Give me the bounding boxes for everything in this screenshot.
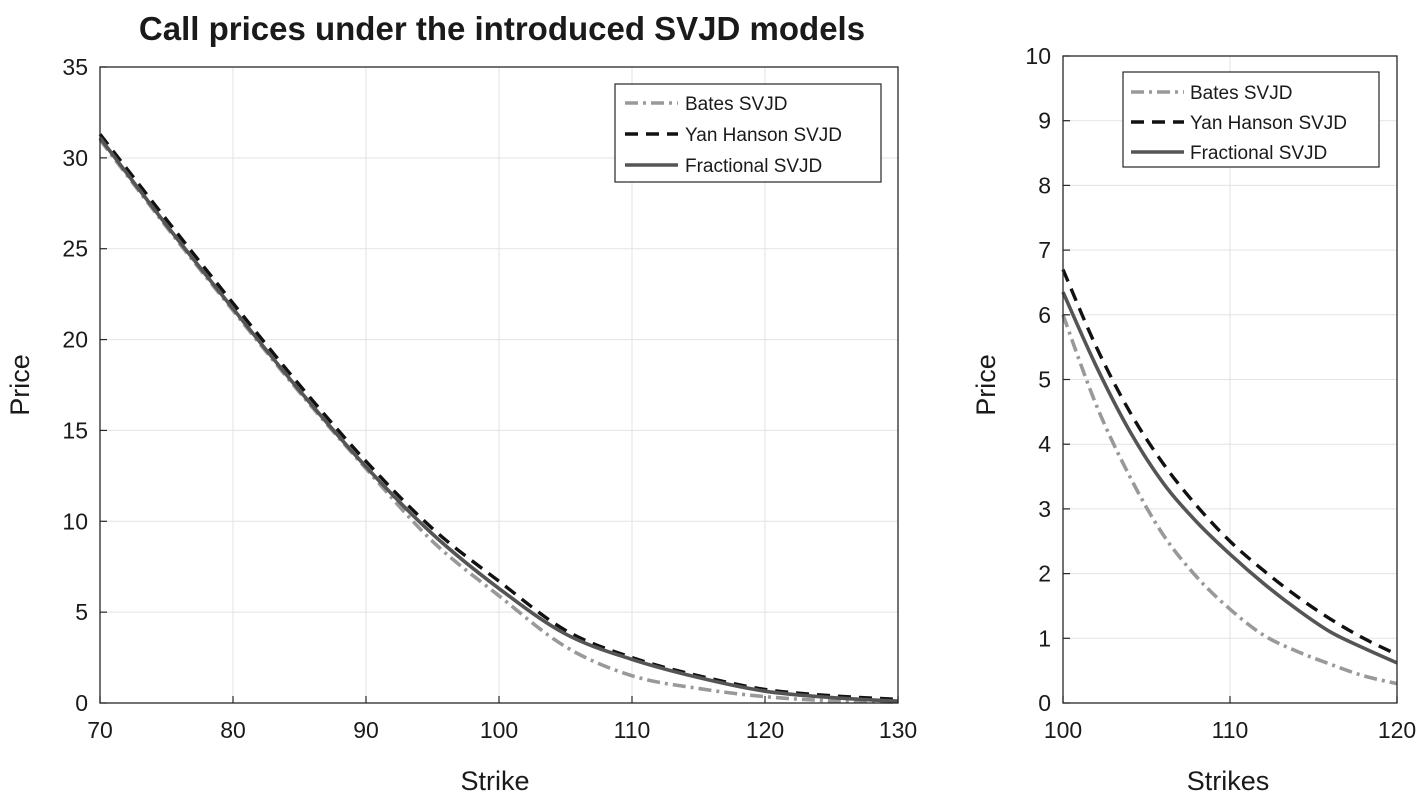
y-tick-label: 4 bbox=[1038, 431, 1051, 457]
y-tick-label: 20 bbox=[62, 327, 88, 353]
series-line-fractional-svjd bbox=[98, 136, 899, 703]
y-tick-label: 5 bbox=[1038, 367, 1051, 393]
y-tick-labels: 0 5 10 15 20 25 30 35 bbox=[62, 54, 88, 716]
tick-marks bbox=[1062, 55, 1398, 704]
y-tick-label: 7 bbox=[1038, 237, 1051, 263]
legend: Bates SVJD Yan Hanson SVJD Fractional SVJD bbox=[614, 83, 882, 183]
y-tick-label: 8 bbox=[1038, 172, 1051, 198]
y-tick-label: 25 bbox=[62, 236, 88, 262]
x-tick-label: 130 bbox=[879, 717, 917, 743]
x-tick-label: 90 bbox=[353, 717, 379, 743]
y-axis-label: Price bbox=[5, 354, 35, 416]
legend-label-bates-svjd: Bates SVJD bbox=[1190, 83, 1292, 104]
y-tick-label: 6 bbox=[1038, 302, 1051, 328]
y-tick-label: 35 bbox=[62, 54, 88, 80]
x-tick-label: 120 bbox=[1378, 717, 1416, 743]
y-tick-labels: 0 1 2 3 4 5 6 7 8 9 10 bbox=[1025, 43, 1051, 716]
x-tick-label: 110 bbox=[1212, 717, 1249, 743]
x-tick-label: 80 bbox=[220, 717, 246, 743]
x-axis-label: Strike bbox=[460, 766, 529, 796]
y-tick-label: 3 bbox=[1038, 496, 1051, 522]
y-tick-label: 2 bbox=[1038, 561, 1051, 587]
legend: Bates SVJD Yan Hanson SVJD Fractional SVJD bbox=[1122, 71, 1380, 168]
legend-label-bates-svjd: Bates SVJD bbox=[685, 94, 787, 115]
x-tick-label: 100 bbox=[1044, 717, 1082, 743]
legend-label-yan-hanson-svjd: Yan Hanson SVJD bbox=[685, 125, 842, 146]
x-tick-label: 100 bbox=[480, 717, 518, 743]
y-tick-label: 30 bbox=[62, 145, 88, 171]
chart-title: Call prices under the introduced SVJD mo… bbox=[139, 10, 865, 47]
series-line-bates-svjd bbox=[1061, 314, 1398, 686]
y-tick-label: 0 bbox=[75, 690, 88, 716]
series-line-yan-hanson-svjd bbox=[1061, 268, 1398, 657]
x-axis-label: Strikes bbox=[1187, 766, 1270, 796]
x-tick-labels: 70 80 90 100 110 120 130 bbox=[87, 717, 917, 743]
series-line-bates-svjd bbox=[98, 138, 899, 704]
strikes-price-zoom-chart: 100 110 120 0 1 2 3 4 5 6 7 8 9 10 Strikes Price Bat… bbox=[971, 43, 1416, 796]
series-group bbox=[98, 133, 899, 704]
series-group bbox=[1061, 268, 1398, 686]
y-tick-label: 9 bbox=[1038, 108, 1051, 134]
y-tick-label: 10 bbox=[1025, 43, 1051, 69]
tick-marks bbox=[99, 66, 899, 704]
legend-label-fractional-svjd: Fractional SVJD bbox=[685, 156, 822, 177]
x-tick-labels: 100 110 120 bbox=[1044, 717, 1416, 743]
x-tick-label: 110 bbox=[614, 717, 651, 743]
y-axis-label: Price bbox=[971, 354, 1001, 416]
legend-label-yan-hanson-svjd: Yan Hanson SVJD bbox=[1190, 113, 1347, 134]
y-tick-label: 1 bbox=[1038, 625, 1051, 651]
y-tick-label: 0 bbox=[1038, 690, 1051, 716]
y-tick-label: 5 bbox=[75, 599, 88, 625]
series-line-fractional-svjd bbox=[1061, 291, 1398, 665]
y-tick-label: 15 bbox=[62, 417, 88, 443]
x-tick-label: 70 bbox=[87, 717, 113, 743]
legend-label-fractional-svjd: Fractional SVJD bbox=[1190, 143, 1327, 164]
x-tick-label: 120 bbox=[746, 717, 784, 743]
y-tick-label: 10 bbox=[62, 508, 88, 534]
strike-price-chart: 70 80 90 100 110 120 130 0 5 10 15 20 25 30 35 Strike… bbox=[5, 54, 917, 796]
